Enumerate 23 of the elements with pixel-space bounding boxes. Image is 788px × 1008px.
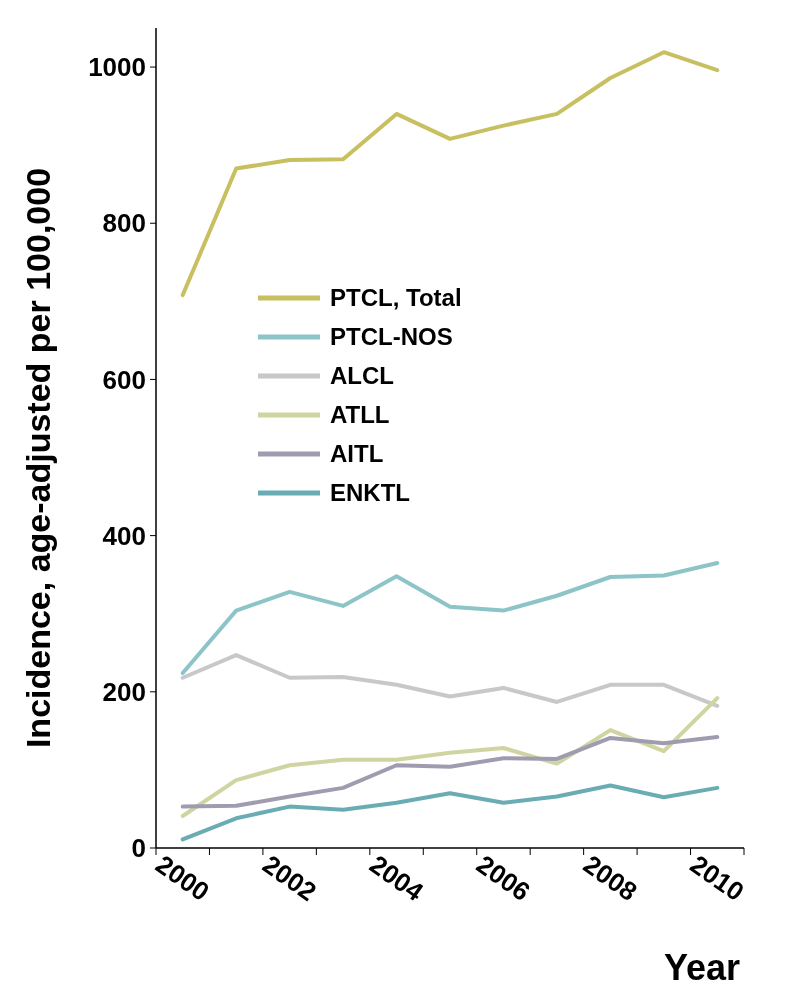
legend-label: ATLL <box>330 401 390 429</box>
line-series <box>180 696 720 818</box>
line-series <box>180 560 720 676</box>
x-tick-label: 2000 <box>150 849 215 907</box>
y-tick-label: 400 <box>102 520 146 551</box>
y-tick-label: 600 <box>102 364 146 395</box>
x-tick-label: 2008 <box>578 849 643 907</box>
y-tick-label: 800 <box>102 208 146 239</box>
y-tick-label: 200 <box>102 676 146 707</box>
legend-label: PTCL, Total <box>330 284 462 312</box>
x-axis-title: Year <box>663 947 740 988</box>
y-tick-label: 0 <box>131 833 146 864</box>
legend-label: AITL <box>330 440 384 468</box>
line-series <box>180 735 720 809</box>
line-series <box>180 783 720 842</box>
y-axis-title: Incidence, age-adjusted per 100,000 <box>19 167 57 749</box>
x-tick-label: 2006 <box>471 849 536 907</box>
line-series <box>180 653 720 708</box>
legend-label: ALCL <box>330 362 394 390</box>
x-tick-label: 2010 <box>684 849 750 907</box>
y-tick-label: 1000 <box>88 52 146 83</box>
legend-label: PTCL-NOS <box>330 323 453 351</box>
legend-label: ENKTL <box>330 479 410 507</box>
